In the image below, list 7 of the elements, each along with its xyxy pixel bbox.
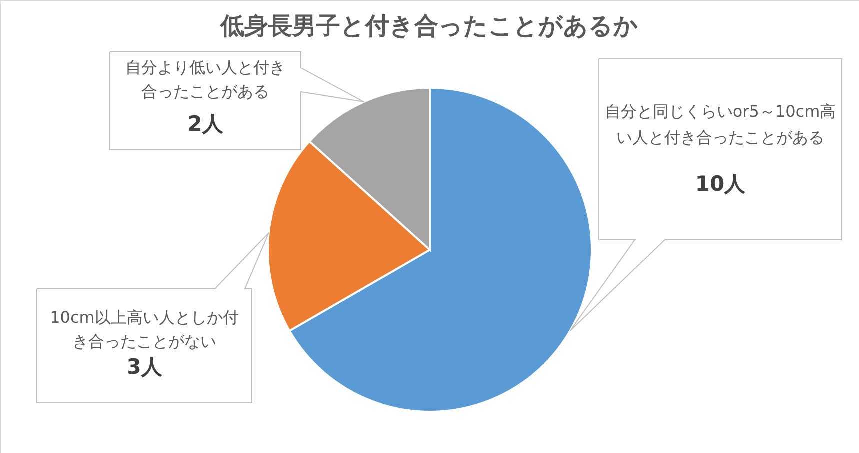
data-label: 10人 <box>695 172 747 196</box>
data-label: 2人 <box>188 112 224 136</box>
slice-label: 10cm以上高い人としか付き合ったことがない <box>50 308 239 351</box>
data-label: 3人 <box>126 355 164 379</box>
chart-title: 低身長男子と付き合ったことがあるか <box>220 12 638 40</box>
slice-label: 自分と同じくらいor5～10cm高い人と付き合ったことがある <box>604 102 836 147</box>
slice-label: 自分より低い人と付き合ったことがある <box>126 58 286 101</box>
